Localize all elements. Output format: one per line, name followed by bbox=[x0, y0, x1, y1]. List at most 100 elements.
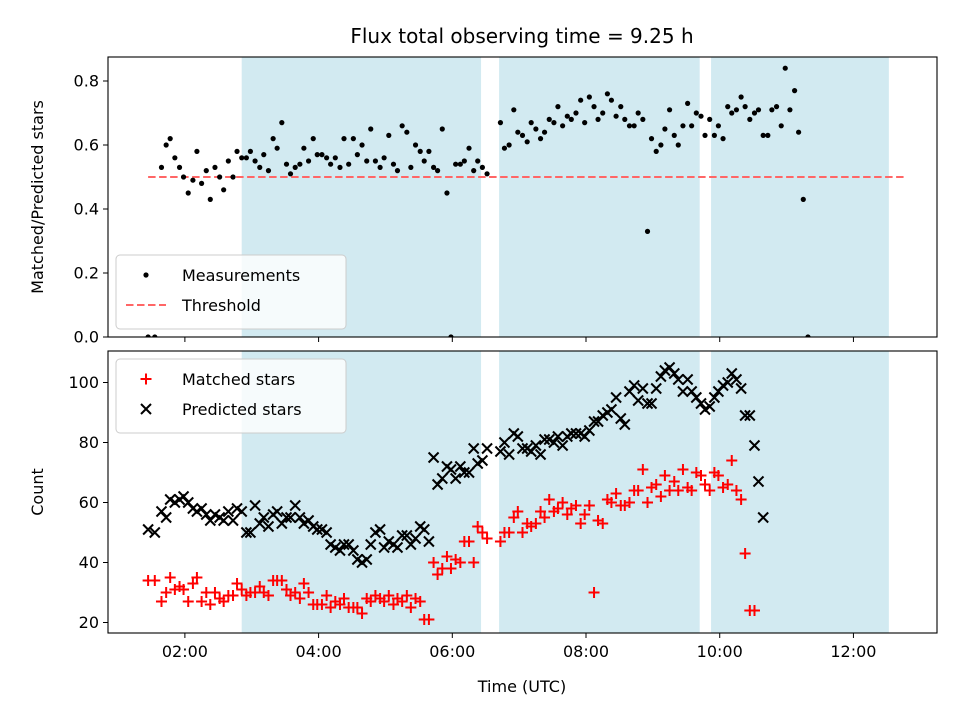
measurement-point bbox=[204, 168, 209, 173]
measurement-point bbox=[226, 158, 231, 163]
x-tick-label: 12:00 bbox=[830, 642, 876, 661]
measurement-point bbox=[244, 155, 249, 160]
measurement-point bbox=[658, 142, 663, 147]
measurement-point bbox=[408, 165, 413, 170]
measurement-point bbox=[484, 171, 489, 176]
measurement-point bbox=[377, 165, 382, 170]
measurement-point bbox=[279, 120, 284, 125]
measurement-point bbox=[569, 117, 574, 122]
measurement-point bbox=[186, 190, 191, 195]
measurement-point bbox=[453, 162, 458, 167]
measurement-point bbox=[293, 165, 298, 170]
measurement-point bbox=[662, 126, 667, 131]
measurement-point bbox=[685, 101, 690, 106]
measurement-point bbox=[542, 130, 547, 135]
measurement-point bbox=[212, 165, 217, 170]
measurement-point bbox=[538, 136, 543, 141]
measurement-point bbox=[520, 133, 525, 138]
measurement-point bbox=[707, 117, 712, 122]
measurement-point bbox=[511, 107, 516, 112]
measurement-point bbox=[181, 174, 186, 179]
measurement-point bbox=[618, 104, 623, 109]
measurement-point bbox=[672, 133, 677, 138]
bottom-y-axis-label: Count bbox=[28, 468, 47, 516]
measurement-point bbox=[324, 155, 329, 160]
top-observing-band-2 bbox=[499, 57, 700, 337]
measurement-point bbox=[627, 123, 632, 128]
legend-label: Matched stars bbox=[182, 370, 295, 389]
measurement-point bbox=[555, 104, 560, 109]
measurement-point bbox=[680, 123, 685, 128]
measurement-point bbox=[765, 133, 770, 138]
measurement-point bbox=[386, 133, 391, 138]
x-tick-label: 10:00 bbox=[697, 642, 743, 661]
measurement-point bbox=[712, 133, 717, 138]
measurement-point bbox=[297, 162, 302, 167]
measurement-point bbox=[284, 162, 289, 167]
measurement-point bbox=[359, 142, 364, 147]
x-tick-label: 04:00 bbox=[296, 642, 342, 661]
measurement-point bbox=[230, 174, 235, 179]
measurement-point bbox=[234, 149, 239, 154]
measurement-point bbox=[507, 142, 512, 147]
measurement-point bbox=[600, 110, 605, 115]
top-y-tick-label: 0.6 bbox=[74, 136, 99, 155]
measurement-point bbox=[333, 155, 338, 160]
measurement-point bbox=[498, 120, 503, 125]
x-tick-label: 08:00 bbox=[563, 642, 609, 661]
measurement-point bbox=[609, 98, 614, 103]
measurement-point bbox=[725, 104, 730, 109]
measurement-point bbox=[266, 168, 271, 173]
measurement-point bbox=[529, 120, 534, 125]
measurement-point bbox=[426, 149, 431, 154]
measurement-point bbox=[328, 162, 333, 167]
measurement-point bbox=[364, 158, 369, 163]
measurement-point bbox=[720, 136, 725, 141]
measurement-point bbox=[418, 149, 423, 154]
measurement-point bbox=[261, 152, 266, 157]
measurement-point bbox=[645, 229, 650, 234]
measurement-point bbox=[747, 117, 752, 122]
measurement-point bbox=[435, 168, 440, 173]
measurement-point bbox=[172, 155, 177, 160]
legend-measurements-handle bbox=[143, 272, 148, 277]
measurement-point bbox=[689, 123, 694, 128]
measurement-point bbox=[341, 136, 346, 141]
measurement-point bbox=[355, 152, 360, 157]
measurement-point bbox=[208, 197, 213, 202]
measurement-point bbox=[311, 136, 316, 141]
measurement-point bbox=[337, 165, 342, 170]
measurement-point bbox=[796, 130, 801, 135]
measurement-point bbox=[368, 126, 373, 131]
chart-title: Flux total observing time = 9.25 h bbox=[350, 24, 693, 48]
measurement-point bbox=[582, 120, 587, 125]
measurement-point bbox=[739, 94, 744, 99]
measurement-point bbox=[480, 165, 485, 170]
top-y-tick-label: 0.0 bbox=[74, 328, 99, 347]
measurement-point bbox=[301, 146, 306, 151]
measurement-point bbox=[560, 123, 565, 128]
measurement-point bbox=[756, 107, 761, 112]
measurement-point bbox=[217, 174, 222, 179]
measurement-point bbox=[792, 88, 797, 93]
measurement-point bbox=[613, 114, 618, 119]
top-y-tick-label: 0.2 bbox=[74, 264, 99, 283]
measurement-point bbox=[190, 178, 195, 183]
measurement-point bbox=[346, 162, 351, 167]
x-axis-label: Time (UTC) bbox=[477, 677, 566, 696]
measurement-point bbox=[382, 155, 387, 160]
legend-label: Measurements bbox=[182, 266, 300, 285]
measurement-point bbox=[783, 66, 788, 71]
measurement-point bbox=[400, 123, 405, 128]
measurement-point bbox=[591, 104, 596, 109]
measurement-point bbox=[168, 136, 173, 141]
measurement-point bbox=[547, 117, 552, 122]
bottom-y-tick-label: 40 bbox=[79, 553, 99, 572]
measurement-point bbox=[649, 136, 654, 141]
measurement-point bbox=[694, 110, 699, 115]
top-y-tick-label: 0.4 bbox=[74, 200, 99, 219]
measurement-point bbox=[515, 130, 520, 135]
measurement-point bbox=[159, 165, 164, 170]
measurement-point bbox=[769, 107, 774, 112]
x-tick-label: 02:00 bbox=[162, 642, 208, 661]
